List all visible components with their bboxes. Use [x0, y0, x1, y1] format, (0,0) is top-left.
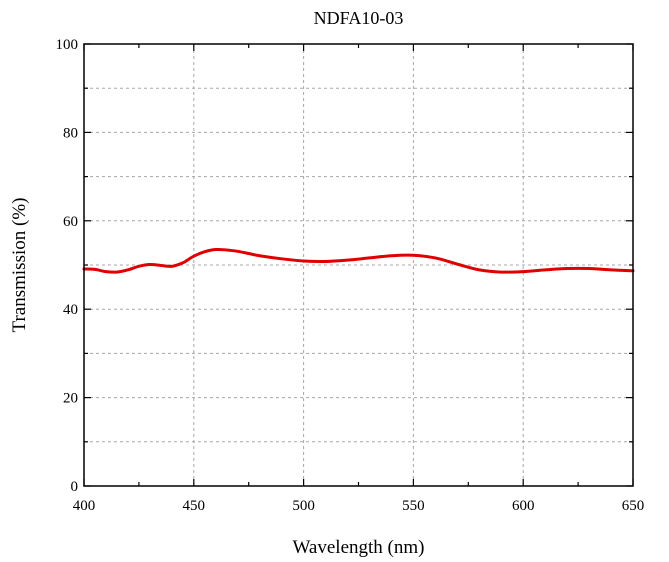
x-axis: 400 450 500 550 600 650: [73, 44, 645, 514]
chart-title: NDFA10-03: [314, 8, 404, 28]
plot-frame: [83, 43, 634, 487]
x-tick-label: 550: [402, 498, 425, 514]
transmission-series-line: [82, 247, 635, 274]
x-tick-label: 600: [512, 498, 535, 514]
y-tick-label: 60: [63, 214, 78, 230]
y-tick-label: 100: [56, 37, 79, 53]
y-axis: 0 20 40 60 80 100: [56, 37, 633, 495]
y-tick-label: 20: [63, 391, 78, 407]
series-layer: [82, 247, 635, 274]
grid: [84, 44, 633, 486]
x-tick-label: 450: [183, 498, 206, 514]
x-tick-label: 650: [622, 498, 645, 514]
x-axis-label: Wavelength (nm): [293, 537, 425, 558]
x-tick-label: 400: [73, 498, 96, 514]
y-tick-label: 40: [63, 302, 78, 318]
y-tick-label: 80: [63, 125, 78, 141]
y-tick-label: 0: [71, 479, 79, 495]
x-tick-label: 500: [292, 498, 315, 514]
y-axis-label: Transmission (%): [9, 198, 30, 333]
